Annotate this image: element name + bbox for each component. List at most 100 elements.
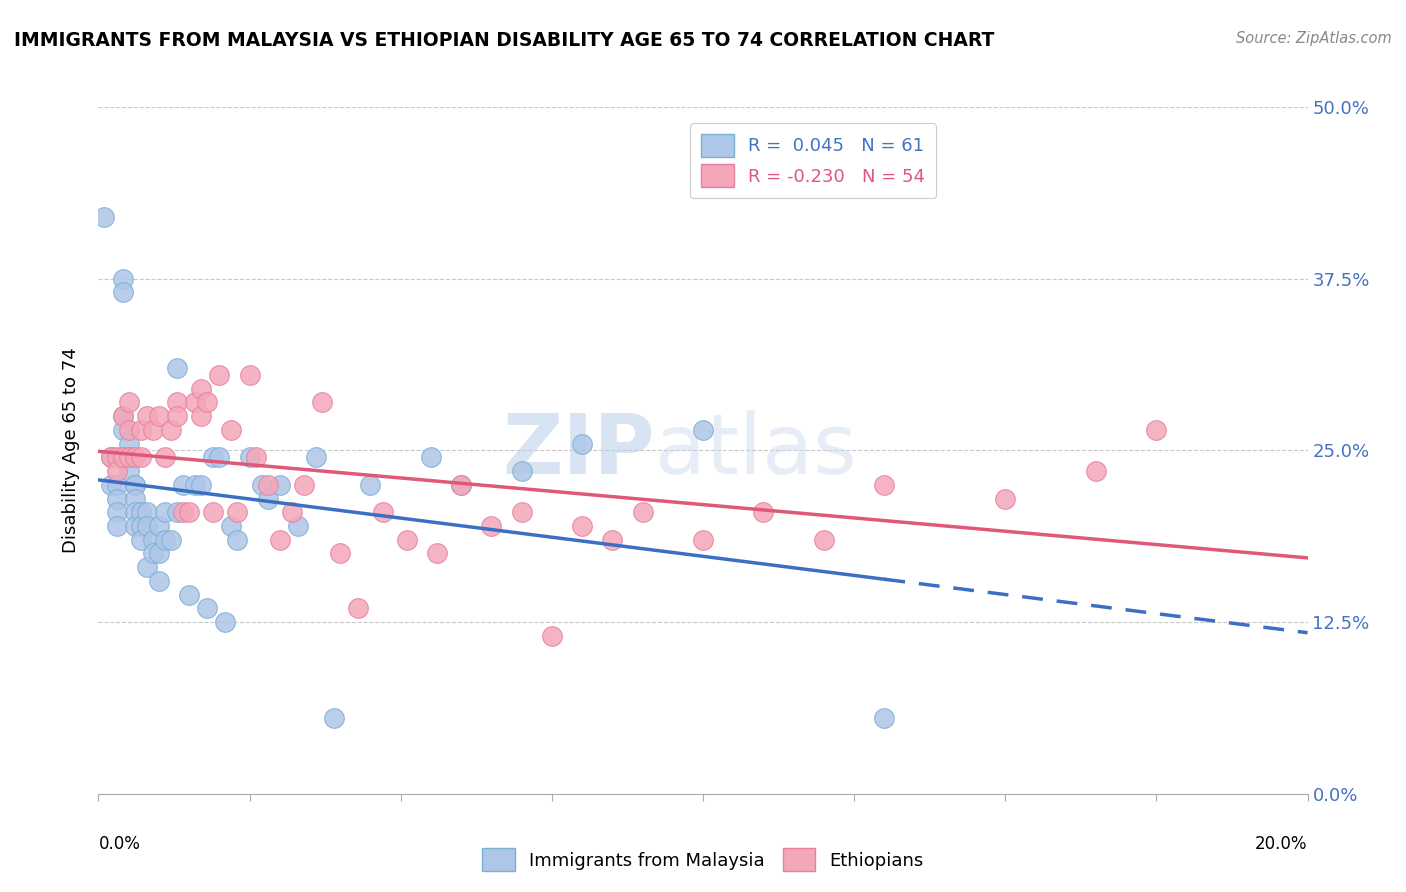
Point (190, 478, 212, 492)
Point (100, 450, 122, 465)
Point (631, 505, 654, 519)
Text: 20.0%: 20.0% (1256, 835, 1308, 853)
Point (510, 464, 533, 478)
Legend: Immigrants from Malaysia, Ethiopians: Immigrants from Malaysia, Ethiopians (475, 841, 931, 879)
Point (129, 533, 152, 547)
Point (245, 450, 267, 465)
Point (571, 436, 593, 450)
Point (105, 464, 128, 478)
Point (111, 285, 134, 300)
Point (1085, 464, 1108, 478)
Point (135, 409, 157, 423)
Point (172, 478, 194, 492)
Point (118, 423, 141, 437)
Point (190, 382, 212, 396)
Y-axis label: Disability Age 65 to 74: Disability Age 65 to 74 (62, 348, 80, 553)
Point (347, 601, 370, 615)
Point (100, 450, 122, 465)
Point (221, 423, 243, 437)
Point (256, 478, 278, 492)
Text: 0.0%: 0.0% (98, 835, 141, 853)
Point (250, 478, 273, 492)
Point (118, 395, 141, 409)
Point (111, 423, 134, 437)
Legend: R =  0.045   N = 61, R = -0.230   N = 54: R = 0.045 N = 61, R = -0.230 N = 54 (690, 123, 936, 198)
Point (160, 533, 183, 547)
Text: atlas: atlas (655, 410, 856, 491)
Point (142, 533, 165, 547)
Point (172, 505, 194, 519)
Point (124, 478, 146, 492)
Point (221, 519, 243, 533)
Point (1144, 423, 1167, 437)
Point (239, 450, 262, 465)
Point (195, 395, 218, 409)
Point (195, 601, 218, 615)
Point (510, 505, 533, 519)
Point (93, 210, 115, 224)
Point (153, 533, 176, 547)
Point (179, 588, 201, 602)
Point (420, 450, 443, 465)
Point (602, 533, 624, 547)
Point (142, 423, 165, 437)
Point (111, 271, 134, 285)
Point (166, 505, 188, 519)
Point (426, 546, 449, 561)
Point (481, 519, 503, 533)
Point (124, 478, 146, 492)
Point (111, 450, 134, 465)
Point (208, 368, 231, 382)
Point (166, 395, 188, 409)
Point (239, 368, 262, 382)
Point (129, 423, 152, 437)
Point (105, 519, 128, 533)
Point (111, 409, 134, 423)
Point (994, 491, 1017, 506)
Point (450, 478, 472, 492)
Point (148, 546, 170, 561)
Point (202, 450, 225, 465)
Point (692, 533, 714, 547)
Point (873, 478, 896, 492)
Text: IMMIGRANTS FROM MALAYSIA VS ETHIOPIAN DISABILITY AGE 65 TO 74 CORRELATION CHART: IMMIGRANTS FROM MALAYSIA VS ETHIOPIAN DI… (14, 31, 994, 50)
Point (256, 491, 278, 506)
Point (129, 505, 152, 519)
Point (571, 519, 593, 533)
Point (323, 711, 346, 725)
Point (287, 519, 309, 533)
Point (118, 436, 141, 450)
Point (105, 491, 128, 506)
Point (153, 505, 176, 519)
Point (124, 450, 146, 465)
Point (214, 615, 236, 630)
Point (540, 629, 562, 643)
Point (281, 505, 304, 519)
Point (118, 464, 141, 478)
Point (269, 478, 291, 492)
Point (395, 533, 418, 547)
Point (371, 505, 394, 519)
Text: Source: ZipAtlas.com: Source: ZipAtlas.com (1236, 31, 1392, 46)
Point (190, 409, 212, 423)
Point (184, 395, 207, 409)
Point (305, 450, 328, 465)
Text: ZIP: ZIP (502, 410, 655, 491)
Point (105, 478, 128, 492)
Point (118, 450, 141, 465)
Point (179, 505, 201, 519)
Point (184, 478, 207, 492)
Point (873, 711, 896, 725)
Point (813, 533, 835, 547)
Point (142, 546, 165, 561)
Point (226, 533, 249, 547)
Point (360, 478, 382, 492)
Point (450, 478, 472, 492)
Point (692, 423, 714, 437)
Point (752, 505, 775, 519)
Point (269, 533, 291, 547)
Point (105, 505, 128, 519)
Point (129, 450, 152, 465)
Point (226, 505, 249, 519)
Point (292, 478, 315, 492)
